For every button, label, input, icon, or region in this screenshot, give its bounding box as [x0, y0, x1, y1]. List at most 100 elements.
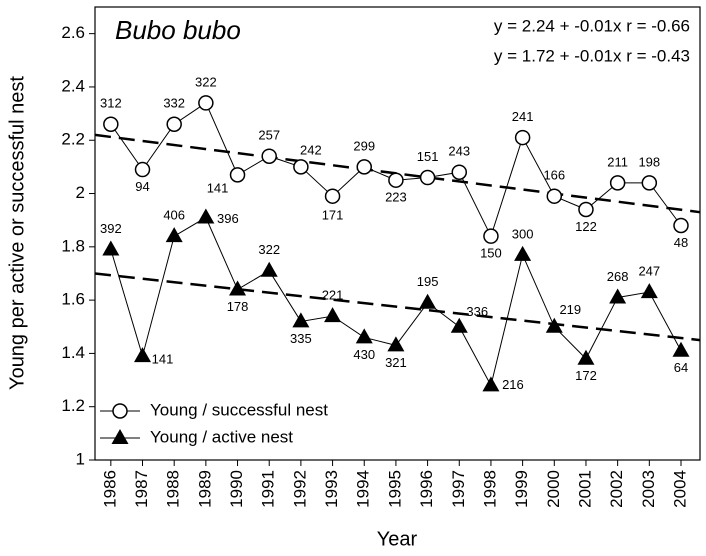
marker: [640, 283, 658, 299]
x-tick-label: 1993: [322, 470, 341, 508]
y-tick-label: 1: [76, 449, 85, 468]
x-tick-label: 1986: [100, 470, 119, 508]
marker: [324, 307, 342, 323]
marker: [514, 129, 531, 146]
data-label: 268: [607, 269, 629, 284]
data-label: 122: [575, 219, 597, 234]
x-tick-label: 1994: [354, 470, 373, 508]
marker: [388, 172, 404, 188]
marker: [641, 175, 658, 191]
marker: [673, 217, 689, 234]
data-label: 171: [322, 208, 344, 223]
data-label: 336: [466, 304, 488, 319]
data-label: 141: [152, 352, 174, 367]
data-label: 216: [502, 377, 524, 392]
marker: [260, 261, 278, 277]
marker: [229, 167, 246, 183]
marker: [609, 175, 626, 191]
data-label: 223: [385, 190, 407, 205]
data-label: 322: [258, 242, 280, 257]
marker: [198, 95, 214, 111]
marker: [387, 336, 405, 352]
marker: [482, 376, 500, 392]
marker: [355, 328, 373, 344]
x-tick-label: 1988: [164, 470, 183, 508]
x-tick-label: 2001: [575, 470, 594, 508]
data-label: 430: [353, 347, 375, 362]
data-label: 172: [575, 368, 597, 383]
data-label: 48: [674, 235, 688, 250]
legend-marker: [111, 429, 129, 444]
data-label: 257: [258, 128, 280, 143]
x-tick-label: 2000: [544, 470, 563, 508]
marker: [578, 201, 594, 218]
data-label: 195: [417, 274, 439, 289]
trend-line: [94, 272, 701, 342]
data-label: 64: [674, 360, 688, 375]
y-tick-label: 2.2: [61, 130, 85, 149]
data-label: 322: [195, 74, 217, 89]
x-axis-label: Year: [377, 528, 418, 550]
marker: [197, 208, 215, 224]
annotation: y = 2.24 + -0.01x r = -0.66: [494, 16, 690, 35]
data-label: 198: [638, 154, 660, 169]
marker: [292, 312, 310, 328]
data-label: 312: [100, 96, 122, 111]
data-label: 166: [543, 168, 565, 183]
chart-title: Bubo bubo: [115, 15, 241, 45]
x-tick-label: 1997: [449, 470, 468, 508]
data-label: 241: [512, 109, 534, 124]
data-label: 178: [227, 299, 249, 314]
data-label: 406: [163, 208, 185, 223]
trend-line: [94, 133, 701, 214]
y-tick-label: 2: [76, 183, 85, 202]
marker: [134, 161, 151, 178]
marker: [134, 347, 152, 363]
marker: [166, 116, 182, 132]
marker: [672, 341, 690, 357]
data-label: 332: [163, 96, 185, 111]
data-label: 243: [448, 144, 470, 159]
marker: [356, 159, 372, 175]
marker: [293, 159, 309, 175]
x-tick-label: 1991: [259, 470, 278, 508]
y-tick-label: 1.2: [61, 396, 85, 415]
x-tick-label: 2004: [670, 470, 689, 508]
marker: [324, 188, 341, 204]
data-label: 141: [207, 180, 229, 195]
x-tick-label: 2003: [639, 470, 658, 508]
x-tick-label: 1987: [132, 470, 151, 508]
x-tick-label: 1990: [227, 470, 246, 508]
x-tick-label: 1998: [480, 470, 499, 508]
x-tick-label: 1995: [385, 470, 404, 508]
marker: [483, 228, 499, 244]
data-label: 247: [638, 264, 660, 279]
marker: [514, 245, 532, 261]
series-line: [110, 102, 682, 238]
data-label: 321: [385, 355, 407, 370]
marker: [419, 169, 436, 186]
y-tick-label: 1.6: [61, 290, 85, 309]
data-label: 221: [322, 288, 344, 303]
data-label: 300: [512, 226, 534, 241]
x-tick-label: 1996: [417, 470, 436, 508]
data-label: 335: [290, 331, 312, 346]
y-tick-label: 1.4: [61, 343, 85, 362]
marker: [229, 280, 247, 296]
marker: [546, 188, 563, 204]
annotation: y = 1.72 + -0.01x r = -0.43: [494, 46, 690, 65]
marker: [103, 116, 119, 132]
marker: [577, 349, 595, 365]
marker: [102, 240, 120, 256]
data-label: 211: [607, 154, 628, 169]
data-label: 219: [559, 302, 581, 317]
y-tick-label: 1.8: [61, 236, 85, 255]
x-tick-label: 1992: [290, 470, 309, 508]
marker: [261, 148, 277, 164]
legend-marker: [112, 403, 128, 419]
data-label: 150: [480, 246, 502, 261]
y-tick-label: 2.6: [61, 23, 85, 42]
legend-label: Young / active nest: [150, 427, 293, 446]
data-label: 392: [100, 221, 122, 236]
